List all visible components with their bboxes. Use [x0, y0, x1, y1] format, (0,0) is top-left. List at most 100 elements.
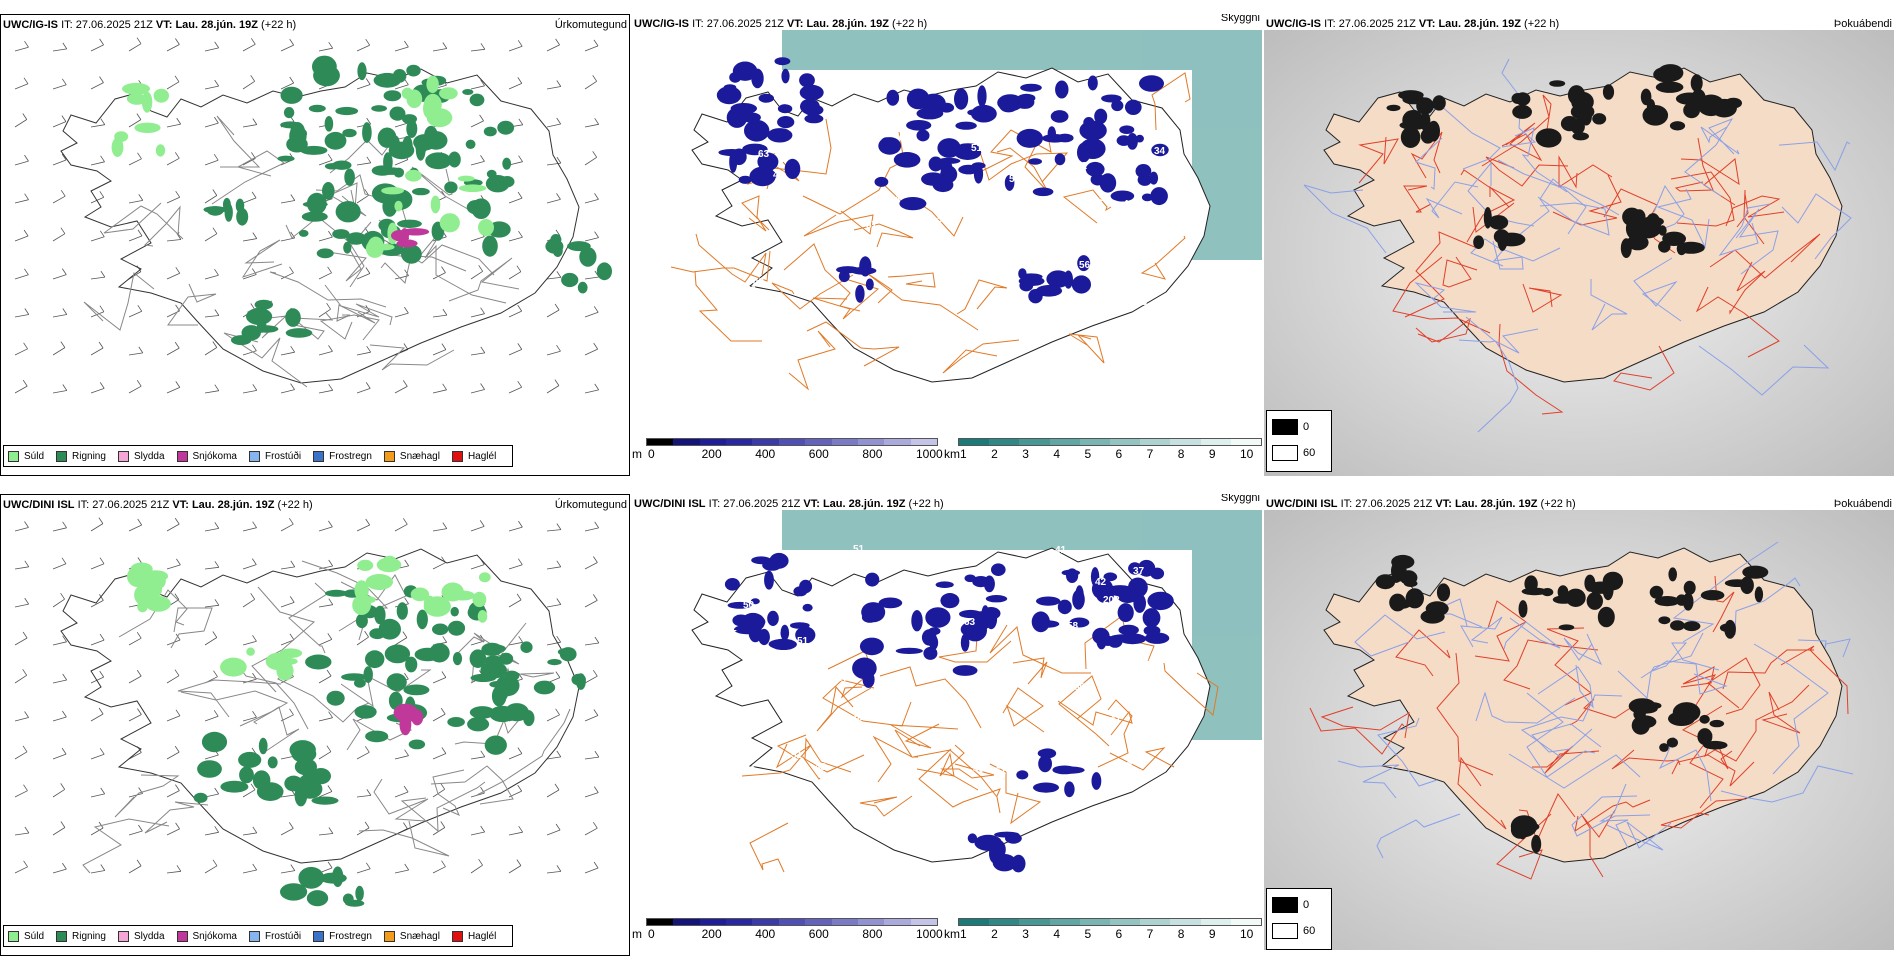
- colorbar-tick: 400: [755, 447, 776, 461]
- cloud-base-label: 47: [837, 673, 849, 684]
- cloud-base-label: 66: [1014, 731, 1026, 742]
- legend-item: Frostúði: [248, 930, 302, 942]
- panel-title: UWC/DINI ISL IT: 27.06.2025 21Z VT: Lau.…: [634, 498, 944, 510]
- panel-title: UWC/IG-IS IT: 27.06.2025 21Z VT: Lau. 28…: [634, 18, 928, 30]
- cloud-base-label: 37: [1133, 566, 1145, 577]
- colorbar-tick: 6: [1115, 927, 1123, 941]
- cloud-base-label: 48: [1093, 273, 1105, 284]
- colorbar-tick: 2: [991, 927, 998, 941]
- cloud-base-label: 39: [1084, 688, 1096, 699]
- cloud-base-label: 61: [1132, 768, 1144, 779]
- colorbar-tick: 9: [1208, 447, 1216, 461]
- colorbar-tick: 1000: [916, 927, 943, 941]
- fog-legend-label: 0: [1303, 421, 1310, 433]
- fog-legend-label: 60: [1303, 447, 1316, 459]
- cloud-base-label: 49: [982, 211, 994, 222]
- cloud-map: 4850423334545040434556414944574558657259…: [670, 30, 1262, 391]
- colorbar-tick: 9: [1208, 927, 1216, 941]
- road-network: [741, 615, 1219, 873]
- legend-label: Slydda: [133, 450, 165, 462]
- cloud-base-label: 54: [1099, 193, 1111, 204]
- low-visibility-sea: [782, 30, 1262, 260]
- colorbar-tick: 200: [701, 927, 722, 941]
- panel-title: UWC/IG-IS IT: 27.06.2025 21Z VT: Lau. 28…: [1266, 18, 1560, 30]
- cloud-base-label: 44: [1133, 91, 1145, 102]
- colorbar-tick: 4: [1053, 447, 1061, 461]
- road-network: [670, 72, 1191, 391]
- cloud-base-label: 96: [1138, 657, 1150, 668]
- cloud-base-label: 54: [1037, 228, 1049, 239]
- legend-item: Frostregn: [313, 450, 372, 462]
- colorbar-strip: [646, 918, 938, 926]
- cloud-base-label: 41: [1123, 199, 1135, 210]
- cloud-base-label: 45: [1130, 229, 1142, 240]
- cloud-base-label: 69: [863, 125, 875, 136]
- panel-title: UWC/DINI ISL IT: 27.06.2025 21Z VT: Lau.…: [3, 499, 313, 511]
- panel-title: UWC/DINI ISL IT: 27.06.2025 21Z VT: Lau.…: [1266, 498, 1576, 510]
- cloud-base-label: 42: [842, 120, 854, 131]
- cloud-base-label: 89: [1074, 682, 1086, 693]
- colorbar-tick: 600: [808, 447, 829, 461]
- cloud-base-label: 50: [959, 582, 971, 593]
- visibility-colorbar: km 1 2 3 4 5 6 7 8 9 10: [944, 918, 1262, 941]
- drizzle-area: [127, 555, 491, 681]
- colorbar-unit: m: [632, 447, 642, 461]
- cloud-base-label: 49: [753, 277, 765, 288]
- coastline: [60, 68, 580, 384]
- legend-item: Haglél: [451, 450, 496, 462]
- cloud-panel-bottom: UWC/DINI ISL IT: 27.06.2025 21Z VT: Lau.…: [632, 494, 1262, 956]
- panel-type-label: Skyggni: [1220, 494, 1260, 504]
- colorbar-unit: km: [944, 447, 960, 461]
- fog-legend: 0 60: [1266, 888, 1332, 950]
- cloud-base-label: 58: [1067, 621, 1079, 632]
- fog-dense-area: [1375, 554, 1769, 854]
- cloud-base-label: 53: [1136, 297, 1148, 308]
- fog-legend-swatch: [1272, 897, 1298, 913]
- legend-item: Súld: [8, 930, 45, 942]
- cloud-base-label: 51: [855, 145, 867, 156]
- colorbar-tick: 10: [1240, 447, 1254, 461]
- legend-label: Súld: [24, 930, 45, 942]
- colorbar-tick: 400: [755, 927, 776, 941]
- legend-item: Frostregn: [313, 930, 372, 942]
- colorbar-tick: 5: [1084, 447, 1092, 461]
- cloud-base-label: 40: [1001, 113, 1013, 124]
- cloud-base-label: 32: [818, 615, 830, 626]
- panel-type-label: Þokuábendi: [1833, 18, 1892, 30]
- cloud-base-label: 40: [1069, 111, 1081, 122]
- cloud-base-label: 40: [914, 579, 926, 590]
- road-network: [1358, 94, 1821, 415]
- legend-label: Frostúði: [264, 450, 302, 462]
- legend-label: Frostúði: [264, 930, 302, 942]
- cloud-base-label: 34: [1154, 146, 1166, 157]
- cloud-base-label: 40: [973, 764, 985, 775]
- legend-swatch: [383, 450, 395, 462]
- legend-item: Snæhagl: [383, 930, 440, 942]
- fog-dense-area: [1386, 64, 1742, 258]
- cloud-base-label: 60: [1119, 259, 1131, 270]
- legend-item: Slydda: [117, 450, 165, 462]
- colorbar-tick: 600: [808, 927, 829, 941]
- cloud-base-label: 72: [1048, 207, 1060, 218]
- cloud-base-label: 51: [971, 143, 983, 154]
- coastline: [691, 67, 1211, 383]
- cloud-base-label: 57: [866, 220, 878, 231]
- colorbar-tick: 6: [1115, 447, 1123, 461]
- cloud-base-label: 49: [937, 664, 949, 675]
- cloud-base-label: 51: [853, 544, 865, 555]
- legend-label: Haglél: [467, 930, 497, 942]
- cloud-base-label: 33: [851, 241, 863, 252]
- cloud-base-label: 65: [899, 133, 911, 144]
- legend-item: Slydda: [117, 930, 165, 942]
- legend-swatch: [451, 450, 463, 462]
- cloud-base-label: 43: [744, 765, 756, 776]
- colorbar-tick: 800: [862, 447, 883, 461]
- colorbar-unit: m: [632, 927, 642, 941]
- colorbar-unit: km: [944, 927, 960, 941]
- cloud-base-label: 63: [758, 149, 770, 160]
- fog-legend-label: 60: [1303, 925, 1316, 937]
- cloud-base-label: 44: [889, 194, 901, 205]
- colorbar-tick: 1: [960, 927, 967, 941]
- cloud-base-label: 52: [1076, 161, 1088, 172]
- snow-area: [393, 703, 424, 736]
